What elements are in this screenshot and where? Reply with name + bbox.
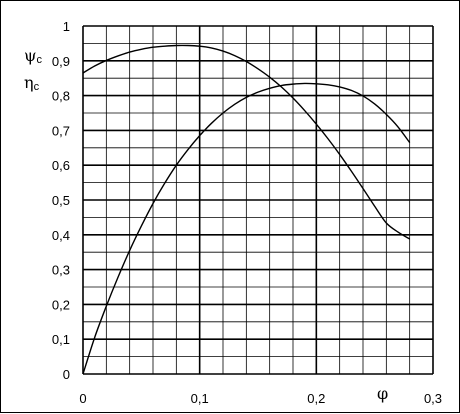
y-tick-label: 0,5 (52, 193, 70, 208)
y-tick-label: 0,4 (52, 228, 70, 243)
major-grid (82, 25, 434, 375)
series-line-1 (82, 44, 411, 240)
x-tick-label: 0,2 (307, 391, 325, 406)
x-tick-label: 0 (79, 391, 86, 406)
y-tick-label: 0,8 (52, 89, 70, 104)
x-tick-label: 0,1 (191, 391, 209, 406)
x-tick-label: 0,3 (424, 391, 442, 406)
y-tick-label: 0,6 (52, 158, 70, 173)
plot-lines (82, 44, 411, 375)
y-tick-label: 0,3 (52, 263, 70, 278)
y-axis-label: ψc ηc (24, 46, 43, 93)
y-tick-label: 0 (63, 367, 70, 382)
y-tick-label: 1 (63, 19, 70, 34)
x-axis-label: φ (377, 384, 388, 403)
y-tick-label: 0,9 (52, 54, 70, 69)
y-tick-labels: 0 0,1 0,2 0,3 0,4 0,5 0,6 0,7 0,8 0,9 1 (52, 19, 70, 382)
y-axis-label-psi: ψc (24, 46, 43, 66)
y-tick-label: 0,2 (52, 297, 70, 312)
y-tick-label: 0,1 (52, 332, 70, 347)
series-line-2 (82, 82, 411, 375)
x-tick-labels: 0 0,1 0,2 0,3 (79, 391, 442, 406)
y-tick-label: 0,7 (52, 123, 70, 138)
y-axis-label-eta: ηc (24, 73, 40, 93)
